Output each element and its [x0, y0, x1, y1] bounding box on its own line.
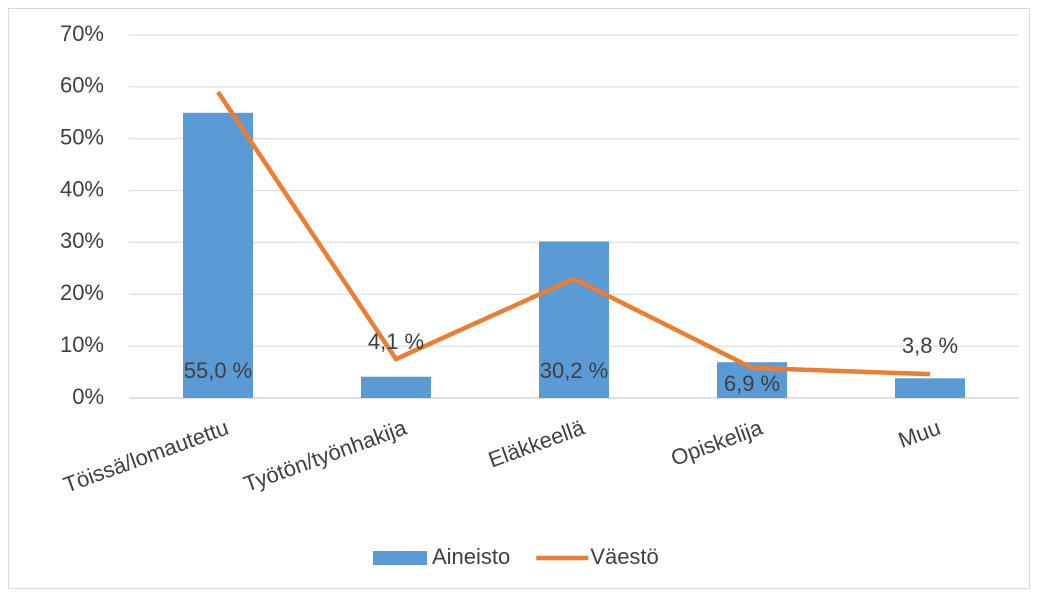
y-tick-label: 50% [60, 125, 104, 150]
y-tick-label: 20% [60, 280, 104, 305]
chart-border [8, 8, 1030, 589]
data-label: 55,0 % [184, 358, 253, 383]
y-tick-label: 40% [60, 176, 104, 201]
data-label: 4,1 % [368, 329, 424, 354]
bar [361, 376, 431, 398]
legend-swatch [373, 551, 427, 565]
bar [895, 378, 965, 398]
data-label: 6,9 % [724, 371, 780, 396]
y-tick-label: 60% [60, 73, 104, 98]
data-label: 3,8 % [902, 333, 958, 358]
y-tick-label: 0% [72, 384, 104, 409]
bar [183, 112, 253, 399]
legend-label: Väestö [590, 544, 659, 569]
y-tick-label: 30% [60, 228, 104, 253]
bar [539, 241, 609, 398]
data-label: 30,2 % [540, 358, 609, 383]
legend-label: Aineisto [432, 544, 510, 569]
y-tick-label: 70% [60, 21, 104, 46]
line [216, 90, 931, 377]
y-tick-label: 10% [60, 332, 104, 357]
